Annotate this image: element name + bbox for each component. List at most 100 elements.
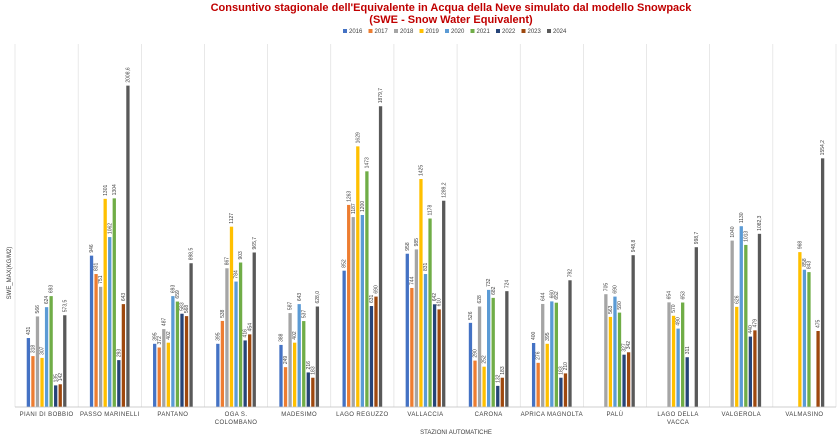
data-label-2020-12: 858	[802, 258, 808, 267]
bar-2019-3	[229, 226, 234, 407]
legend-label-2016: 2016	[349, 29, 363, 35]
bars-layer	[26, 85, 825, 408]
bar-2018-6	[414, 249, 419, 407]
x-tick-label: VALMASINO	[785, 412, 823, 418]
data-label-2023-11: 479	[753, 319, 759, 328]
data-label-2018-8: 644	[540, 292, 546, 301]
data-label-2017-8: 276	[536, 351, 542, 360]
data-label-2017-1: 831	[94, 262, 100, 271]
legend-label-2019: 2019	[426, 29, 440, 35]
bar-2023-7	[500, 377, 504, 407]
bar-2024-4	[315, 306, 320, 407]
data-label-2019-5: 1629	[355, 132, 361, 143]
bar-2022-0	[54, 385, 58, 407]
data-label-2019-0: 307	[40, 346, 46, 355]
data-label-2023-3: 454	[247, 323, 253, 332]
bar-2019-5	[356, 146, 360, 408]
data-label-2022-10: 311	[685, 346, 691, 354]
bar-2019-10	[671, 315, 676, 407]
data-label-2023-12: 475	[816, 319, 822, 328]
data-label-2020-1: 1062	[107, 223, 113, 234]
x-tick-label: VALGEROLA	[722, 412, 762, 418]
bar-2020-8	[550, 301, 554, 407]
x-tick-label: OGA S.	[225, 412, 248, 418]
data-label-2020-2: 693	[170, 285, 176, 294]
x-tick-label: COLOMBANO	[215, 420, 258, 426]
bar-2020-7	[487, 289, 491, 407]
x-tick-label: VALLACCIA	[407, 412, 443, 418]
bar-2023-6	[437, 309, 441, 407]
legend: 2016 2017 2018 2019 2020 2021 2022 2023 2024	[343, 29, 567, 35]
data-label-2021-5: 1473	[364, 157, 370, 168]
data-label-2022-2: 583	[180, 302, 186, 311]
bar-2017-4	[283, 367, 288, 407]
bar-2019-6	[419, 179, 423, 407]
legend-swatch-2016	[343, 29, 347, 33]
data-label-2024-0: 573,5	[62, 300, 68, 313]
legend-swatch-2024	[547, 29, 551, 33]
data-label-2020-9: 690	[613, 285, 619, 294]
bar-2024-7	[505, 291, 509, 407]
x-tick-label: CARONA	[475, 412, 503, 418]
bar-2018-4	[288, 313, 292, 407]
data-label-2021-4: 537	[301, 310, 307, 319]
x-tick-label: APRICA MAGNOLTA	[521, 412, 583, 418]
legend-label-2021: 2021	[477, 29, 491, 35]
data-label-2024-1: 2008,6	[126, 67, 132, 83]
data-label-2020-6: 831	[423, 262, 429, 271]
data-label-2019-6: 1425	[419, 165, 425, 176]
data-label-2021-6: 1178	[428, 205, 434, 216]
data-label-2020-10: 490	[676, 317, 682, 326]
data-label-2018-11: 1040	[730, 226, 736, 237]
data-label-2022-1: 293	[116, 349, 122, 358]
x-tick-label: PANTANO	[157, 412, 188, 418]
bar-2022-7	[496, 385, 500, 407]
bar-2016-0	[26, 338, 31, 407]
data-label-2021-10: 653	[680, 291, 686, 300]
bar-2017-5	[347, 204, 351, 407]
chart-title-line1: Consuntivo stagionale dell'Equivalente i…	[211, 2, 693, 14]
bar-2024-3	[252, 252, 256, 407]
bar-2023-9	[626, 352, 631, 407]
data-label-2016-5: 852	[342, 259, 348, 268]
legend-label-2020: 2020	[451, 29, 465, 35]
data-label-2021-2: 659	[175, 290, 181, 299]
x-tick-labels: PIANI DI BOBBIO PASSO MARINELLI PANTANO OGA…	[20, 411, 824, 426]
data-label-2024-3: 965,7	[252, 237, 258, 250]
bar-2018-8	[541, 303, 545, 407]
bar-2016-7	[468, 322, 473, 407]
bar-2023-5	[374, 296, 378, 407]
bar-2018-1	[98, 286, 103, 407]
bar-2017-8	[536, 362, 540, 407]
bar-2016-8	[531, 343, 536, 407]
bar-2024-10	[694, 247, 698, 407]
data-label-2022-5: 631	[369, 294, 375, 303]
bar-2018-5	[351, 217, 355, 407]
y-axis-title: SWE_MAX(KG/M2)	[7, 247, 13, 300]
bar-2023-8	[563, 373, 568, 407]
data-label-2023-0: 142	[58, 373, 64, 382]
bar-2021-10	[681, 302, 685, 407]
bar-2020-12	[802, 269, 807, 407]
bar-2016-1	[89, 255, 94, 407]
bar-2024-1	[126, 85, 130, 408]
data-label-2021-0: 693	[49, 285, 55, 294]
bar-2020-4	[297, 304, 301, 407]
data-label-2020-7: 732	[486, 278, 492, 287]
bar-2020-9	[613, 296, 617, 407]
data-label-2024-10: 998,7	[694, 231, 700, 244]
bar-2018-10	[667, 302, 671, 407]
bar-2024-9	[631, 255, 635, 407]
data-label-2021-8: 652	[554, 291, 560, 300]
legend-swatch-2018	[394, 29, 398, 33]
data-label-2018-2: 487	[161, 318, 167, 327]
bar-2021-0	[49, 296, 53, 407]
legend-swatch-2017	[368, 29, 373, 33]
data-label-2016-8: 400	[531, 331, 537, 340]
x-tick-label: PASSO MARINELLI	[80, 412, 140, 418]
data-label-2024-11: 1082,3	[757, 215, 763, 231]
bar-2020-11	[739, 226, 743, 407]
data-label-2024-6: 1289,2	[441, 182, 447, 198]
x-tick-label: PIANI DI BOBBIO	[20, 412, 74, 418]
bar-2019-2	[166, 342, 170, 407]
